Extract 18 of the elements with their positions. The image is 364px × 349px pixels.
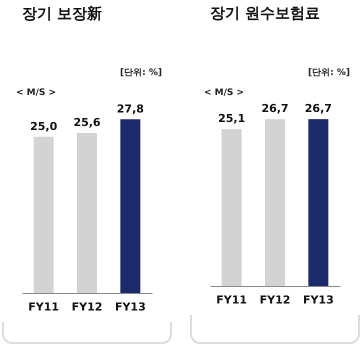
data-label: 25,6	[73, 116, 101, 129]
data-label: 26,7	[304, 102, 332, 116]
x-tick-label: FY13	[302, 294, 334, 306]
x-tick-label: FY13	[114, 300, 146, 314]
text: [단위: %]	[308, 67, 350, 79]
chart-title: 장기 보장新	[22, 4, 102, 22]
x-tick-label: FY12	[72, 300, 102, 314]
x-tick-label: FY12	[260, 294, 290, 306]
data-label: 26,7	[261, 102, 289, 116]
data-label: 25,1	[218, 112, 246, 126]
data-label: 25,0	[30, 120, 58, 133]
x-tick-label: FY11	[216, 294, 248, 306]
data-label: 27,8	[116, 102, 144, 116]
text: < M/S >	[16, 88, 56, 98]
text: [단위: %]	[120, 67, 162, 79]
text: < M/S >	[204, 88, 244, 98]
chart-title: 장기 원수보험료	[210, 4, 320, 22]
x-tick-label: FY11	[28, 300, 60, 314]
